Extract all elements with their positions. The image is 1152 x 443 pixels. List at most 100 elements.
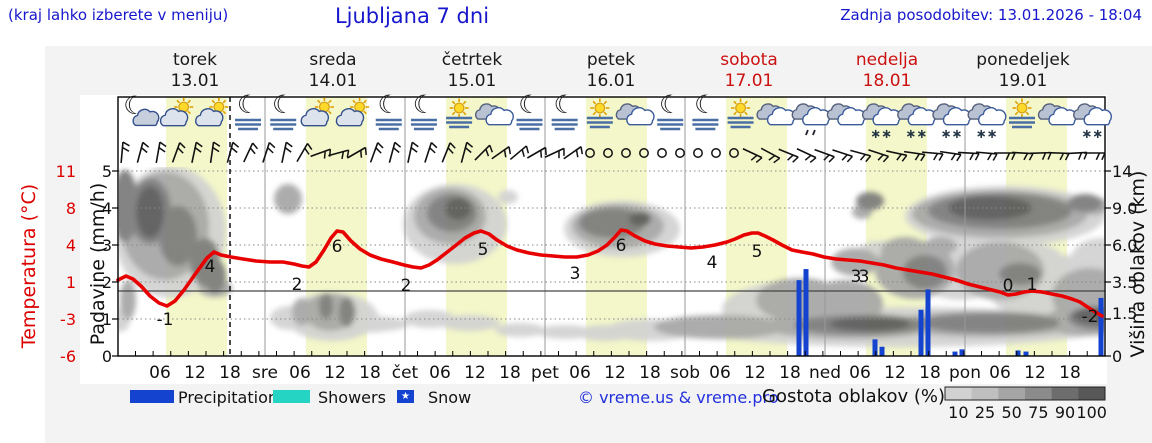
time-tick-label: 18 [359, 363, 381, 383]
time-tick-label: 18 [779, 363, 801, 383]
weather-icon-sun-cloud [159, 97, 194, 127]
temperature-value-label: 3 [851, 267, 862, 287]
menu-hint-note: (kraj lahko izberete v meniju) [8, 6, 229, 24]
precipitation-bars [796, 269, 1104, 356]
svg-text:∗∗: ∗∗ [906, 127, 928, 142]
weather-icon-cloudy [1037, 103, 1077, 126]
weather-icon-sun-cloud [300, 97, 334, 127]
height-tick-label: 3.5 [1112, 273, 1137, 292]
last-update-label: Zadnja posodobitev: 13.01.2026 - 18:04 [840, 6, 1142, 24]
temperature-value-label: 6 [332, 237, 343, 257]
cloud-density-label: Gostota oblakov (%) [762, 386, 946, 407]
svg-text:☾: ☾ [237, 90, 259, 119]
weather-icon-cloudy [826, 103, 866, 126]
svg-text:☾: ☾ [413, 90, 435, 119]
time-tick-label: čet [392, 363, 419, 383]
time-tick-label: sre [252, 363, 278, 383]
time-tick-label: 18 [919, 363, 941, 383]
cloud-density-scale: 10 25 50 75 90 100 [944, 386, 1107, 422]
weather-icon-cloud-snow: ∗∗ [932, 103, 972, 142]
time-tick-label: 12 [1024, 363, 1046, 383]
temperature-value-label: -2 [1082, 307, 1099, 327]
density-scale-label: 10 [948, 403, 968, 422]
precip-tick-label: 3 [102, 236, 112, 255]
weather-icon-moon-cloud: ☾ [123, 91, 160, 127]
day-date: 18.01 [862, 71, 912, 91]
time-tick-label: 12 [464, 363, 486, 383]
time-tick-label: pon [949, 363, 981, 383]
temperature-value-label: 0 [1003, 276, 1014, 296]
day-header-nedelja: nedelja 18.01 [856, 50, 918, 92]
time-tick-label: 12 [324, 363, 346, 383]
density-scale-label: 90 [1055, 403, 1075, 422]
time-tick-label: pet [531, 363, 559, 383]
weather-icon-sun-fog [1009, 98, 1035, 129]
weather-icon-cloudy [474, 103, 514, 126]
day-date: 14.01 [308, 71, 358, 91]
day-name: ponedeljek [976, 50, 1070, 70]
precip-tick-label: 5 [102, 162, 112, 181]
weather-icon-cloud-snow: ∗∗ [861, 103, 901, 142]
day-name: petek [586, 50, 636, 70]
weather-icon-sun-cloud [195, 97, 229, 127]
temperature-value-label: 6 [616, 236, 627, 256]
temperature-value-label: 3 [859, 267, 870, 287]
day-header-sreda: sreda 14.01 [309, 50, 358, 92]
time-tick-label: 06 [849, 363, 871, 383]
weather-icon-sun-cloud [335, 97, 370, 127]
time-tick-label: 06 [709, 363, 731, 383]
left-margin-band [45, 46, 80, 443]
day-header-petek: petek 16.01 [587, 50, 636, 92]
height-tick-label: 1.5 [1112, 304, 1137, 323]
day-date: 15.01 [447, 71, 497, 91]
svg-text:☾: ☾ [553, 90, 575, 119]
temp-tick-label: -3 [60, 310, 76, 329]
density-scale-label: 100 [1076, 403, 1107, 422]
time-tick-label: 12 [884, 363, 906, 383]
copyright-link[interactable]: © vreme.us & vreme.pro [578, 388, 779, 407]
day-date: 17.01 [724, 71, 774, 91]
time-tick-label: 12 [604, 363, 626, 383]
temperature-value-label: 4 [205, 257, 216, 277]
precip-tick-label: 4 [102, 199, 112, 218]
precip-tick-label: 2 [102, 273, 112, 292]
svg-text:☾: ☾ [378, 90, 400, 119]
temp-tick-label: 8 [66, 199, 76, 218]
weather-icon-moon-fog: ☾ [516, 90, 543, 131]
weather-icon-cloud-snow: ∗∗ [897, 103, 937, 142]
showers-swatch [273, 390, 310, 403]
height-tick-label: 9.0 [1112, 199, 1137, 218]
snow-star-icon: ★ [401, 391, 410, 402]
day-name: sreda [309, 50, 357, 70]
time-tick-label: 18 [639, 363, 661, 383]
height-tick-label: 14 [1112, 162, 1132, 181]
day-name: četrtek [441, 50, 503, 70]
day-date: 16.01 [586, 71, 636, 91]
svg-text:☾: ☾ [694, 90, 716, 119]
time-tick-label: 06 [289, 363, 311, 383]
time-tick-label: 06 [569, 363, 591, 383]
legend-band [45, 384, 1107, 443]
time-tick-label: 18 [499, 363, 521, 383]
svg-text:∗∗: ∗∗ [976, 127, 998, 142]
day-header-ponedeljek: ponedeljek 19.01 [976, 50, 1069, 92]
temp-tick-label: 1 [66, 273, 76, 292]
showers-legend-label: Showers [318, 388, 386, 407]
snow-legend-label: Snow [428, 388, 472, 407]
temperature-value-label: 4 [707, 253, 718, 273]
wind-barbs-row [120, 141, 1106, 164]
temperature-value-label: 5 [478, 240, 489, 260]
weather-icon-moon-fog: ☾ [551, 90, 578, 131]
precipitation-swatch [130, 390, 174, 403]
weather-icon-sun-fog [446, 98, 473, 129]
time-tick-label: sob [670, 363, 700, 383]
svg-text:∗∗: ∗∗ [1081, 127, 1103, 142]
density-scale-label: 50 [1001, 403, 1021, 422]
weather-icon-moon-fog: ☾ [692, 90, 719, 131]
temperature-value-label: 2 [401, 276, 412, 296]
day-header-sobota: sobota 17.01 [720, 50, 778, 92]
